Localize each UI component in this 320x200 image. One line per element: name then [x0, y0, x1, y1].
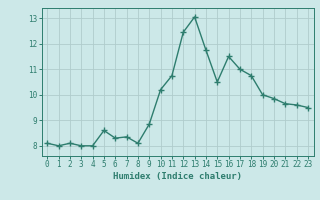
X-axis label: Humidex (Indice chaleur): Humidex (Indice chaleur) [113, 172, 242, 181]
